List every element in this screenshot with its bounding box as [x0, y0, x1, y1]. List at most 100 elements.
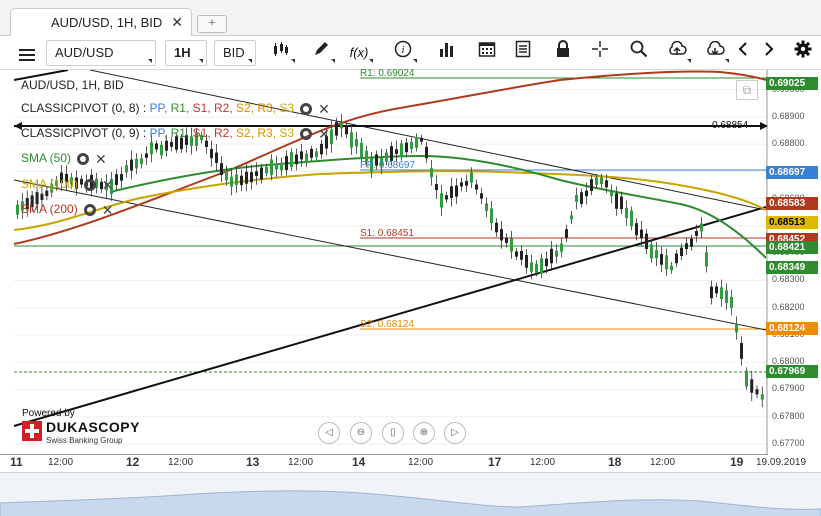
- close-icon[interactable]: ✕: [95, 150, 107, 167]
- gear-icon[interactable]: [83, 203, 96, 216]
- chevron-right-icon[interactable]: [754, 40, 784, 66]
- chart-tab-title: AUD/USD, 1H, BID: [51, 15, 163, 30]
- hamburger-icon[interactable]: [12, 40, 42, 66]
- close-icon[interactable]: ✕: [101, 176, 114, 193]
- candle-body: [540, 258, 543, 274]
- candle-body: [690, 238, 693, 247]
- candles-icon[interactable]: [266, 40, 296, 66]
- candle-body: [290, 152, 293, 167]
- price-tick-label: 0.67700: [772, 438, 805, 448]
- time-axis-day: 19: [730, 455, 744, 469]
- sma-100-legend[interactable]: SMA (100) ✕: [21, 176, 114, 193]
- new-tab-button[interactable]: +: [197, 15, 227, 33]
- scroll-left-button[interactable]: ◁: [318, 422, 340, 444]
- pivot-level-0: PP,: [149, 126, 168, 140]
- price-tick-label: 0.67800: [772, 410, 805, 421]
- candle-body: [30, 195, 34, 208]
- side-select[interactable]: BID: [214, 40, 256, 66]
- candle-body: [25, 198, 29, 210]
- chevron-left-icon[interactable]: [728, 40, 758, 66]
- candle-body: [395, 149, 398, 154]
- candle-body: [240, 175, 243, 185]
- period-select[interactable]: 1H: [165, 40, 207, 66]
- price-tag: 0.68583: [766, 197, 818, 211]
- pivot-legend-2[interactable]: CLASSICPIVOT (0, 9) : PP, R1, S1, R2, S2…: [21, 125, 330, 142]
- candle-body: [250, 172, 253, 183]
- candle-body: [575, 194, 578, 202]
- candle-body: [425, 146, 428, 159]
- candle-body: [685, 243, 688, 250]
- reset-button[interactable]: ▯: [382, 422, 404, 444]
- price-tick-label: 0.67900: [772, 383, 805, 394]
- candle-body: [445, 195, 448, 200]
- info-icon[interactable]: i: [388, 40, 418, 66]
- price-tick-label: 0.68800: [772, 138, 805, 149]
- price-chart[interactable]: [0, 70, 821, 454]
- chart-tab[interactable]: AUD/USD, 1H, BID ✕: [10, 8, 192, 37]
- bars-icon[interactable]: [432, 40, 462, 66]
- sma-200-legend[interactable]: SMA (200) ✕: [21, 201, 114, 218]
- sma-100-line: [13, 170, 767, 231]
- candle-body: [160, 144, 163, 156]
- price-tag: 0.69025: [766, 76, 818, 90]
- sma-50-legend[interactable]: SMA (50) ✕: [21, 150, 107, 167]
- pivot-level-1: R1,: [167, 126, 190, 140]
- close-icon[interactable]: ✕: [171, 14, 183, 30]
- gear-icon[interactable]: [788, 40, 818, 66]
- gear-icon[interactable]: [300, 102, 313, 115]
- pencil-icon[interactable]: [306, 40, 336, 66]
- candle-body: [655, 250, 658, 259]
- expand-icon[interactable]: ⧉: [736, 80, 758, 100]
- instrument-select[interactable]: AUD/USD: [46, 40, 156, 66]
- candle-body: [670, 265, 673, 271]
- candle-body: [590, 179, 593, 192]
- candle-body: [325, 135, 328, 149]
- pivot-level-3: R2,: [210, 126, 233, 140]
- close-icon[interactable]: ✕: [318, 100, 330, 117]
- gear-icon[interactable]: [83, 178, 96, 191]
- navigator-minimap[interactable]: [0, 472, 821, 516]
- candle-body: [595, 177, 598, 185]
- candle-body: [100, 181, 103, 190]
- pivot-level-4: S2,: [232, 126, 255, 140]
- zoom-in-button[interactable]: ⊕: [413, 422, 435, 444]
- scroll-right-button[interactable]: ▷: [444, 422, 466, 444]
- function-icon[interactable]: f(x): [344, 40, 374, 66]
- pivot-legend-1-name: CLASSICPIVOT (0, 8): [21, 101, 140, 115]
- calendar-icon[interactable]: [472, 40, 502, 66]
- pivot-legend-2-name: CLASSICPIVOT (0, 9): [21, 126, 140, 140]
- candle-body: [215, 152, 218, 163]
- zoom-icon[interactable]: [624, 40, 654, 66]
- gear-icon[interactable]: [77, 152, 90, 165]
- candle-body: [695, 230, 698, 236]
- cloud-download-icon[interactable]: [700, 40, 730, 66]
- candle-body: [385, 152, 388, 162]
- candle-body: [755, 389, 759, 395]
- hline-arrow-left: [14, 122, 22, 130]
- candle-body: [460, 182, 463, 187]
- candle-body: [280, 162, 283, 171]
- sma-200-line: [13, 70, 767, 245]
- close-icon[interactable]: ✕: [318, 125, 330, 142]
- toolbar: AUD/USD 1H BID f(x) i: [0, 36, 821, 70]
- list-icon[interactable]: [508, 40, 538, 66]
- svg-text:i: i: [402, 45, 405, 56]
- cloud-upload-icon[interactable]: [662, 40, 692, 66]
- crosshair-icon[interactable]: [585, 40, 615, 66]
- candle-body: [350, 132, 353, 148]
- gear-icon[interactable]: [300, 127, 313, 140]
- instrument-value: AUD/USD: [55, 45, 114, 60]
- candle-body: [295, 154, 298, 165]
- pivot-legend-1[interactable]: CLASSICPIVOT (0, 8) : PP, R1, S1, R2, S2…: [21, 100, 330, 117]
- sma-50-line: [109, 154, 767, 259]
- candle-body: [455, 185, 458, 197]
- candle-body: [405, 142, 408, 153]
- zoom-out-button[interactable]: ⊖: [350, 422, 372, 444]
- candle-body: [515, 251, 518, 257]
- candle-body: [16, 204, 19, 215]
- close-icon[interactable]: ✕: [101, 201, 114, 218]
- hline-arrow-right: [760, 122, 768, 130]
- candle-body: [285, 156, 288, 171]
- candle-body: [110, 178, 113, 195]
- lock-icon[interactable]: [548, 40, 578, 66]
